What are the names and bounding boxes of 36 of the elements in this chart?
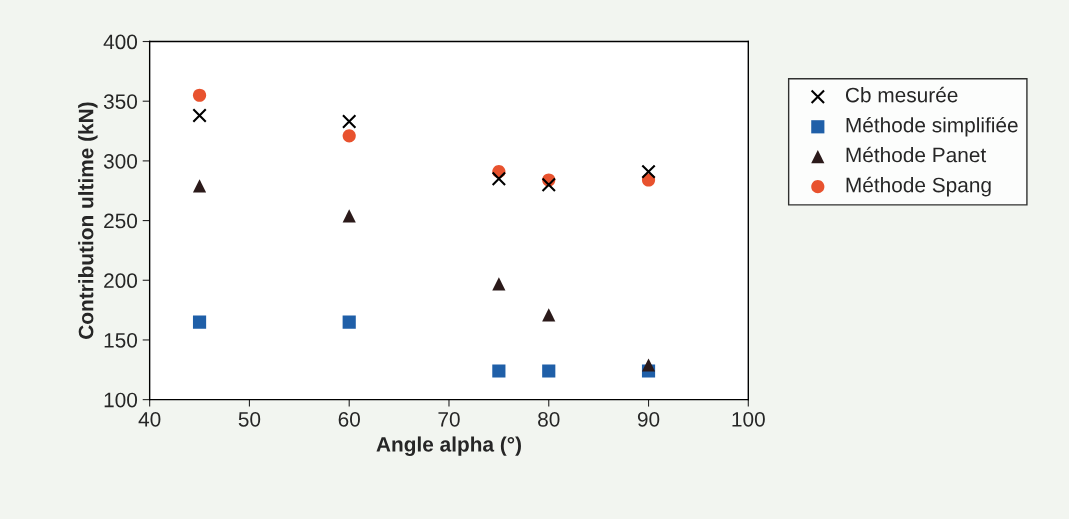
legend-label: Cb mesurée: [845, 86, 958, 103]
x-tick-label: 60: [338, 411, 360, 427]
y-tick-label: 100: [104, 392, 138, 408]
y-tick-label: 200: [104, 273, 138, 289]
x-tick-label: 40: [138, 411, 161, 427]
y-tick-label: 300: [103, 153, 138, 169]
x-tick-label: 70: [438, 411, 460, 427]
legend-label: Méthode Panet: [846, 146, 987, 163]
x-axis-title: Angle alpha (°): [376, 436, 521, 456]
point: [641, 358, 656, 372]
x-tick-label: 50: [238, 411, 261, 427]
point: [192, 108, 207, 123]
point: [192, 315, 207, 329]
x-tick-label: 100: [732, 411, 765, 427]
point: [542, 308, 556, 322]
point: [492, 364, 506, 378]
point: [341, 114, 357, 129]
point: [192, 179, 207, 193]
point: [342, 129, 356, 143]
point: [342, 315, 356, 329]
point: [492, 277, 506, 291]
point: [192, 88, 207, 102]
point: [542, 364, 556, 378]
y-tick-label: 350: [103, 94, 138, 109]
y-axis-title: Contribution ultime (kN): [78, 102, 98, 339]
point: [541, 177, 556, 193]
legend-label: Méthode Spang: [846, 176, 991, 197]
y-tick-label: 250: [104, 213, 138, 229]
legend-label: Méthode simplifiée: [846, 116, 1018, 137]
point: [491, 171, 507, 187]
x-tick-label: 80: [538, 411, 560, 427]
x-tick-label: 90: [637, 411, 660, 427]
y-tick-label: 150: [104, 332, 138, 348]
point: [641, 164, 656, 179]
point: [342, 209, 356, 223]
y-tick-label: 400: [103, 34, 138, 50]
